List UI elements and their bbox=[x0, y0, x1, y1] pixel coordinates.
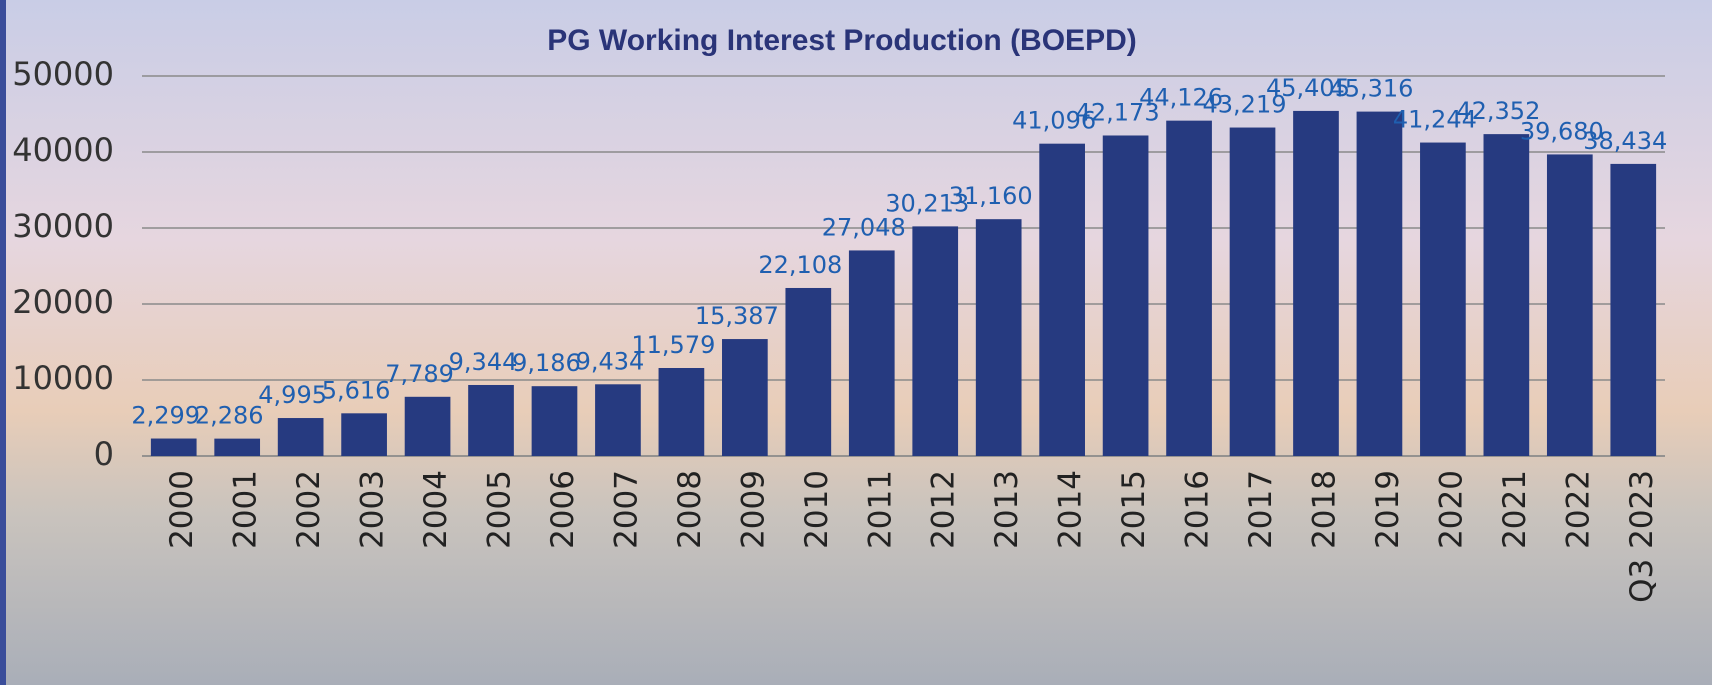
y-tick-label: 40000 bbox=[12, 131, 114, 169]
value-label: 11,579 bbox=[631, 331, 715, 359]
x-tick-label: Q3 2023 bbox=[1624, 470, 1660, 603]
value-label: 4,995 bbox=[258, 381, 327, 409]
x-tick-label: 2005 bbox=[482, 470, 518, 549]
x-tick-label: 2010 bbox=[799, 470, 835, 549]
x-tick-label: 2020 bbox=[1433, 470, 1469, 549]
x-tick-label: 2000 bbox=[164, 470, 200, 549]
bar bbox=[1357, 112, 1403, 456]
x-tick-label: 2008 bbox=[672, 470, 708, 549]
bar bbox=[1484, 134, 1530, 456]
x-tick-label: 2002 bbox=[291, 470, 327, 549]
bar bbox=[976, 219, 1022, 456]
x-tick-label: 2019 bbox=[1370, 470, 1406, 549]
value-label: 7,789 bbox=[385, 360, 454, 388]
x-tick-label: 2017 bbox=[1243, 470, 1279, 549]
y-tick-label: 0 bbox=[94, 435, 114, 473]
x-tick-label: 2018 bbox=[1306, 470, 1342, 549]
x-tick-label: 2022 bbox=[1560, 470, 1596, 549]
bar bbox=[1547, 154, 1593, 456]
bar bbox=[214, 439, 260, 456]
x-tick-label: 2001 bbox=[228, 470, 264, 549]
x-tick-label: 2007 bbox=[608, 470, 644, 549]
bar bbox=[1420, 143, 1466, 456]
frame-edge bbox=[0, 0, 6, 685]
value-label: 5,616 bbox=[322, 376, 391, 404]
x-tick-label: 2003 bbox=[355, 470, 391, 549]
x-tick-label: 2012 bbox=[926, 470, 962, 549]
x-tick-label: 2016 bbox=[1180, 470, 1216, 549]
value-label: 15,387 bbox=[695, 302, 779, 330]
x-tick-label: 2015 bbox=[1116, 470, 1152, 549]
x-tick-label: 2009 bbox=[735, 470, 771, 549]
value-label: 2,286 bbox=[195, 402, 264, 430]
bar bbox=[1610, 164, 1656, 456]
x-tick-label: 2011 bbox=[862, 470, 898, 549]
y-tick-label: 50000 bbox=[12, 55, 114, 93]
bar bbox=[659, 368, 705, 456]
bar bbox=[1293, 111, 1339, 456]
value-label: 9,344 bbox=[449, 348, 518, 376]
bar bbox=[151, 439, 197, 456]
value-label: 45,316 bbox=[1329, 75, 1413, 103]
value-label: 38,434 bbox=[1583, 127, 1667, 155]
bar bbox=[1166, 121, 1212, 456]
value-label: 22,108 bbox=[758, 251, 842, 279]
bar bbox=[595, 384, 641, 456]
bar bbox=[722, 339, 768, 456]
bar bbox=[785, 288, 831, 456]
value-label: 2,299 bbox=[131, 402, 200, 430]
y-tick-label: 30000 bbox=[12, 207, 114, 245]
value-label: 31,160 bbox=[949, 182, 1033, 210]
bar bbox=[1103, 135, 1149, 456]
x-tick-label: 2004 bbox=[418, 470, 454, 549]
x-tick-label: 2006 bbox=[545, 470, 581, 549]
x-tick-label: 2014 bbox=[1053, 470, 1089, 549]
bar bbox=[1039, 144, 1085, 456]
x-tick-label: 2013 bbox=[989, 470, 1025, 549]
value-label: 27,048 bbox=[822, 213, 906, 241]
x-tick-label: 2021 bbox=[1497, 470, 1533, 549]
chart-title: PG Working Interest Production (BOEPD) bbox=[547, 24, 1136, 57]
value-label: 9,186 bbox=[512, 349, 581, 377]
chart: PG Working Interest Production (BOEPD) 0… bbox=[0, 0, 1712, 685]
bar bbox=[468, 385, 514, 456]
bar bbox=[912, 226, 958, 456]
bar bbox=[341, 413, 387, 456]
y-tick-label: 20000 bbox=[12, 283, 114, 321]
bar bbox=[278, 418, 324, 456]
bar bbox=[532, 386, 578, 456]
bar bbox=[849, 250, 895, 456]
y-tick-label: 10000 bbox=[12, 359, 114, 397]
bar bbox=[1230, 128, 1276, 456]
bar bbox=[405, 397, 451, 456]
